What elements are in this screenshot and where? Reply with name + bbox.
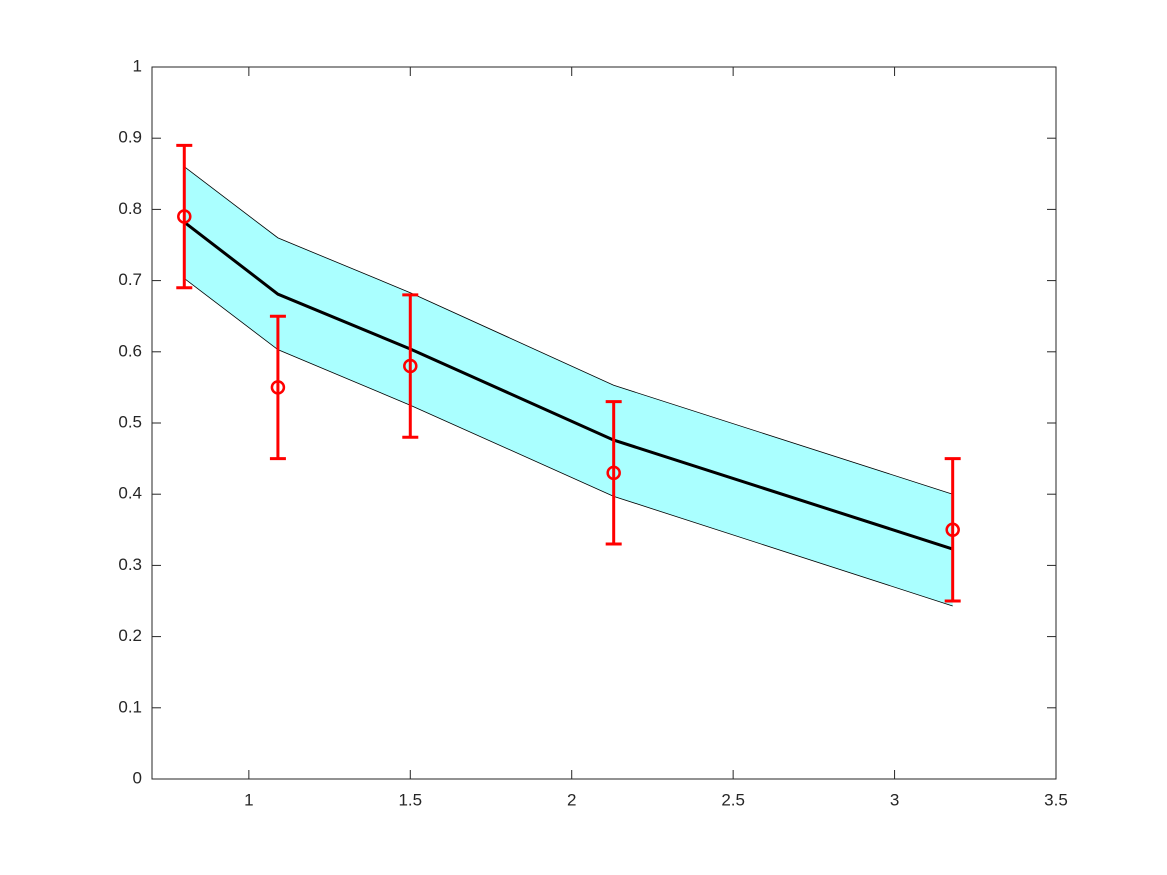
x-tick-label: 1 (244, 790, 253, 809)
x-tick-label: 2 (567, 790, 576, 809)
y-tick-label: 0.6 (118, 341, 142, 360)
data-point (403, 358, 418, 374)
band-upper-edge (184, 166, 953, 495)
x-tick-label: 1.5 (398, 790, 422, 809)
y-tick-label: 0.4 (118, 484, 142, 503)
x-tick-label: 3 (890, 790, 899, 809)
y-tick-label: 1 (133, 56, 142, 75)
x-tick-label: 2.5 (721, 790, 745, 809)
y-tick-label: 0.5 (118, 412, 142, 431)
data-point (177, 209, 192, 224)
data-point (606, 465, 621, 481)
x-tick-label: 3.5 (1044, 790, 1068, 809)
data-point (945, 522, 960, 538)
y-tick-label: 0.2 (118, 626, 142, 645)
y-tick-label: 0.7 (118, 270, 142, 289)
y-tick-label: 0.1 (118, 697, 142, 716)
y-tick-label: 0.3 (118, 555, 142, 574)
y-tick-label: 0.8 (118, 199, 142, 218)
y-tick-label: 0 (133, 768, 142, 787)
y-tick-label: 0.9 (118, 128, 142, 147)
data-point (270, 380, 286, 395)
confidence-band (184, 166, 953, 606)
